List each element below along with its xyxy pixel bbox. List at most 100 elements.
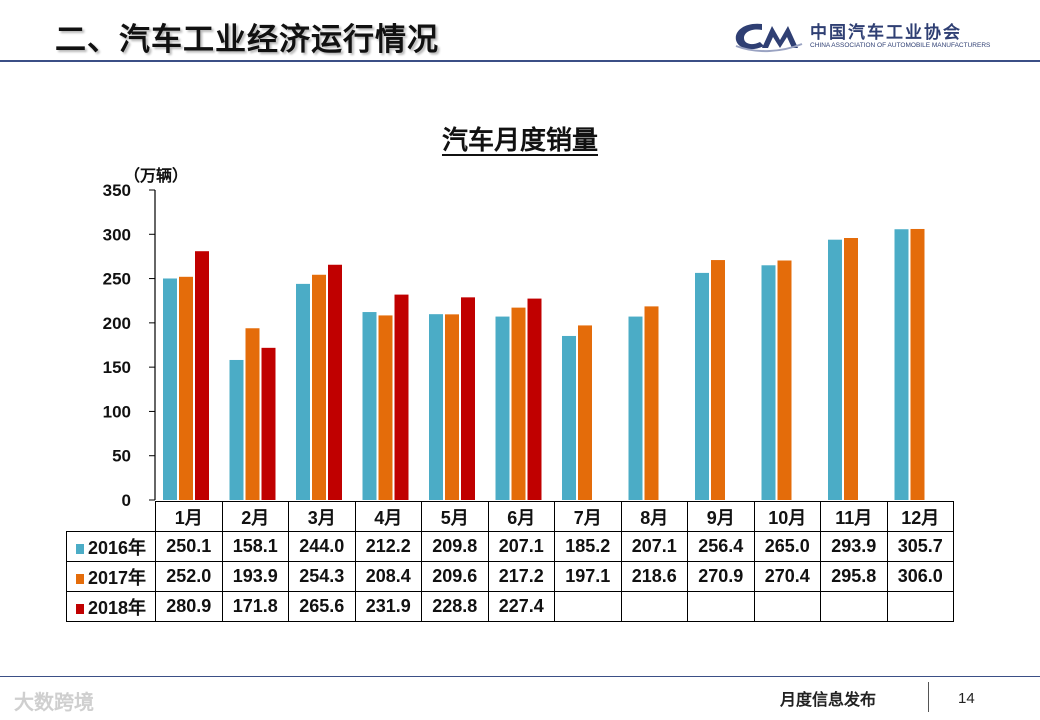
bar: [261, 347, 276, 500]
data-label: [820, 591, 888, 622]
table-row: 2017年 252.0 193.9 254.3 208.4 209.6 217.2 197.1…: [66, 561, 954, 592]
data-label: [554, 591, 622, 622]
data-label: 270.4: [753, 561, 821, 592]
y-tick-label: 200: [103, 314, 131, 333]
bar: [644, 306, 659, 500]
legend-entry: 2016年: [66, 531, 156, 562]
bar: [761, 265, 776, 500]
data-label: [687, 591, 755, 622]
y-tick-label: 100: [103, 402, 131, 421]
bar: [562, 335, 576, 500]
bar: [844, 238, 858, 500]
bar: [394, 294, 409, 500]
legend-entry: 2017年: [66, 561, 156, 592]
legend-label: 2017年: [87, 567, 147, 588]
legend-swatch: [75, 573, 84, 584]
bar: [711, 260, 725, 500]
bar-chart: 0 50 100 150 200 250 300 350: [103, 181, 925, 510]
bar: [695, 272, 709, 500]
data-label: 254.3: [288, 561, 356, 592]
footer-separator: [928, 682, 929, 712]
bar: [245, 328, 260, 500]
data-label: 231.9: [354, 591, 422, 622]
x-category-label: 11月: [820, 501, 888, 532]
footer-text: 月度信息发布: [780, 690, 877, 709]
data-label: 209.8: [421, 531, 489, 562]
data-label: 228.8: [421, 591, 489, 622]
x-category-label: 8月: [620, 501, 688, 532]
data-label: 244.0: [288, 531, 356, 562]
y-tick-label: 150: [103, 358, 131, 377]
data-label: 208.4: [354, 561, 422, 592]
x-category-label: 7月: [554, 501, 622, 532]
association-logo: 中国汽车工业协会 CHINA ASSOCIATION OF AUTOMOBILE…: [732, 16, 1002, 56]
bar: [527, 298, 542, 500]
bar: [445, 314, 459, 500]
logo-mark-icon: [735, 23, 803, 53]
bar: [628, 316, 643, 500]
data-label: 227.4: [487, 591, 555, 622]
data-label: [886, 591, 954, 622]
data-label: 209.6: [421, 561, 489, 592]
bar: [461, 297, 475, 500]
data-label: 306.0: [886, 561, 954, 592]
x-category-label: 5月: [421, 501, 489, 532]
watermark: 大数跨境: [14, 690, 94, 714]
x-category-label: 3月: [288, 501, 356, 532]
logo-name-en: CHINA ASSOCIATION OF AUTOMOBILE MANUFACT…: [810, 42, 991, 49]
y-tick-label: 350: [103, 181, 131, 200]
bar: [229, 359, 244, 500]
x-category-label: 4月: [354, 501, 422, 532]
x-category-label: 12月: [886, 501, 954, 532]
data-label: 250.1: [155, 531, 223, 562]
legend-label: 2016年: [87, 537, 147, 558]
bar: [163, 278, 177, 500]
bar: [328, 264, 342, 500]
bar: [894, 229, 909, 501]
data-label: [753, 591, 821, 622]
bar: [179, 276, 193, 500]
bar: [828, 239, 842, 500]
slide-title: 二、汽车工业经济运行情况: [55, 22, 439, 58]
legend-swatch: [75, 543, 84, 554]
data-table: 1月 2月 3月 4月 5月 6月 7月 8月 9月 10月 11月 12月 2016年 250.1 158…: [66, 501, 954, 622]
table-corner-cell: [66, 501, 156, 532]
data-label: 217.2: [487, 561, 555, 592]
y-axis-unit-label: （万辆）: [124, 166, 189, 185]
y-tick-label: 250: [103, 270, 131, 289]
x-category-label: 9月: [687, 501, 755, 532]
x-category-label: 2月: [221, 501, 289, 532]
bar: [429, 314, 443, 500]
data-label: 280.9: [155, 591, 223, 622]
table-row: 2016年 250.1 158.1 244.0 212.2 209.8 207.1 185.2…: [66, 531, 954, 562]
bar: [296, 283, 310, 500]
data-label: 218.6: [620, 561, 688, 592]
bar: [378, 315, 393, 500]
y-tick-label: 50: [112, 447, 131, 466]
data-label: 270.9: [687, 561, 755, 592]
data-label: 207.1: [487, 531, 555, 562]
data-label: [620, 591, 688, 622]
header-rule: [0, 60, 1040, 62]
chart-title: 汽车月度销量: [441, 126, 598, 156]
footer-rule: [0, 676, 1040, 677]
data-label: 171.8: [221, 591, 289, 622]
data-label: 193.9: [221, 561, 289, 592]
data-label: 212.2: [354, 531, 422, 562]
data-label: 256.4: [687, 531, 755, 562]
data-label: 207.1: [620, 531, 688, 562]
y-tick-label: 0: [122, 491, 131, 510]
bar: [910, 228, 925, 500]
data-label: 265.0: [753, 531, 821, 562]
page-number: 14: [958, 690, 975, 707]
data-label: 185.2: [554, 531, 622, 562]
legend-entry: 2018年: [66, 591, 156, 622]
bar: [195, 251, 209, 500]
data-label: 158.1: [221, 531, 289, 562]
bar: [495, 316, 510, 500]
bar: [362, 312, 377, 500]
logo-name-cn: 中国汽车工业协会: [810, 23, 962, 43]
bar: [578, 325, 592, 500]
x-category-label: 6月: [487, 501, 555, 532]
table-header-row: 1月 2月 3月 4月 5月 6月 7月 8月 9月 10月 11月 12月: [66, 501, 954, 532]
